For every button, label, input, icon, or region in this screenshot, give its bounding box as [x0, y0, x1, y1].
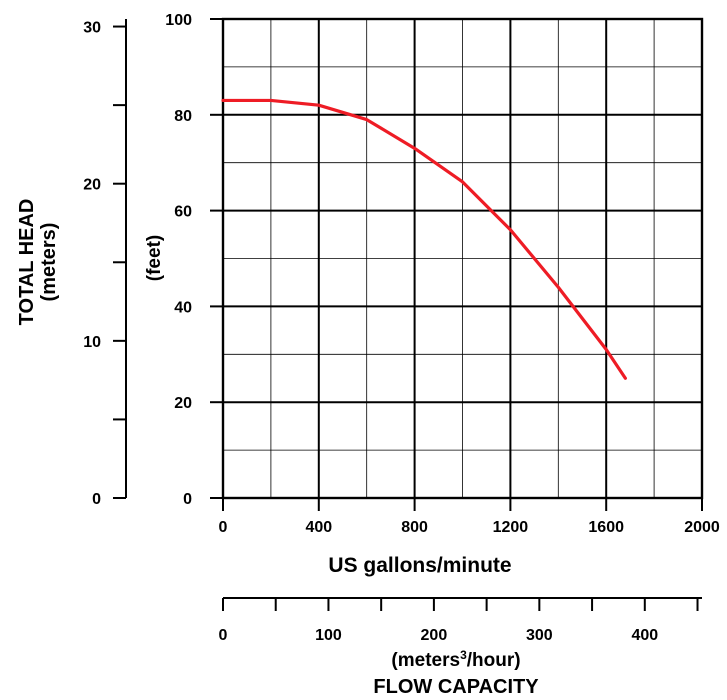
m3h-tick-label: 200	[421, 627, 448, 644]
y-axis-label: (feet)	[144, 235, 165, 281]
meters-axis: 0 10 20 30	[83, 19, 127, 508]
bottom-axis-unit-post: /hour)	[467, 650, 521, 671]
major-gridlines	[223, 19, 702, 498]
x-tick-label: 400	[305, 519, 332, 536]
x-tick-label: 800	[401, 519, 428, 536]
plot-frame	[221, 17, 704, 500]
bottom-axis-unit-sup: 3	[460, 648, 467, 662]
x-tick-label: 1600	[588, 519, 624, 536]
minor-gridlines	[223, 19, 702, 498]
m3h-tick-label: 100	[315, 627, 342, 644]
x-tick-label: 2000	[684, 519, 720, 536]
bottom-axis-unit: (meters3/hour)	[391, 648, 520, 671]
y-tick-label: 60	[174, 204, 192, 221]
y-tick-label: 40	[174, 299, 192, 316]
left-axis-title: TOTAL HEAD	[16, 199, 38, 326]
plot-border	[221, 17, 704, 500]
left-axis-unit: (meters)	[38, 223, 60, 302]
x-tick-label: 1200	[493, 519, 529, 536]
y-axis-feet-ticks: 0 20 40 60 80 100	[165, 12, 223, 508]
m3h-tick-label: 300	[526, 627, 553, 644]
bottom-axis-title: FLOW CAPACITY	[373, 676, 539, 698]
y-tick-label: 80	[174, 108, 192, 125]
meters-tick-label: 30	[83, 20, 101, 37]
m3h-tick-label: 0	[219, 627, 228, 644]
bottom-axis-unit-pre: (meters	[391, 650, 460, 671]
meters-tick-label: 0	[92, 491, 101, 508]
series-group	[221, 98, 627, 380]
meters-tick-label: 20	[83, 177, 101, 194]
y-tick-label: 20	[174, 395, 192, 412]
y-tick-label: 0	[183, 491, 192, 508]
meters-tick-label: 10	[83, 334, 101, 351]
x-tick-label: 0	[219, 519, 228, 536]
m3h-tick-label: 400	[631, 627, 658, 644]
y-tick-label: 100	[165, 12, 192, 29]
m3h-axis: 0 100 200 300 400	[219, 597, 702, 644]
x-axis-label: US gallons/minute	[328, 554, 511, 577]
performance-curve-line	[221, 98, 627, 380]
x-axis-gpm-ticks: 0 400 800 1200 1600 2000	[219, 498, 720, 536]
